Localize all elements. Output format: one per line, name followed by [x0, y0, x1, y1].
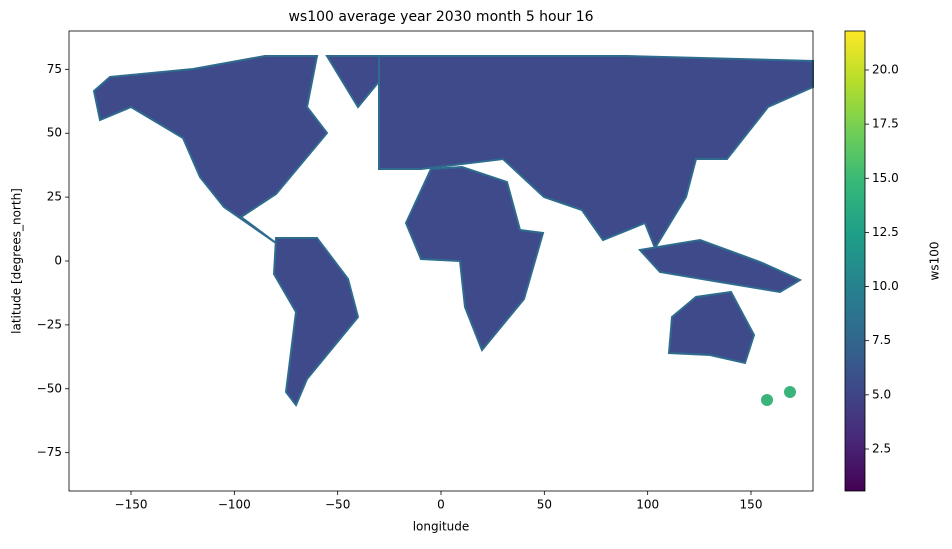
island	[784, 386, 796, 398]
south-america	[272, 237, 360, 407]
x-tick-label: 50	[537, 498, 552, 512]
x-tick-label: 0	[437, 498, 445, 512]
y-tick-label: 0	[54, 254, 62, 268]
y-tick-label: −50	[37, 381, 62, 395]
x-tick-label: −50	[325, 498, 350, 512]
x-tick-label: 150	[740, 498, 763, 512]
y-tick-label: −25	[37, 317, 62, 331]
x-tick-label: −100	[218, 498, 251, 512]
map	[92, 55, 814, 407]
colorbar-tick-label: 12.5	[872, 225, 899, 239]
indonesia	[638, 238, 803, 294]
colorbar-tick-label: 2.5	[872, 441, 891, 455]
colorbar-label: ws100	[928, 242, 942, 281]
y-tick-label: 25	[47, 190, 62, 204]
colorbar	[844, 30, 866, 492]
chart-title: ws100 average year 2030 month 5 hour 16	[288, 9, 593, 25]
australia	[667, 290, 756, 365]
north-america	[92, 55, 329, 244]
x-tick-label: 100	[636, 498, 659, 512]
africa	[404, 165, 545, 352]
colorbar-tick-label: 10.0	[872, 279, 899, 293]
colorbar-tick-label: 17.5	[872, 117, 899, 131]
x-axis-label: longitude	[413, 520, 470, 534]
x-tick-label: −150	[115, 498, 148, 512]
colorbar-tick-label: 20.0	[872, 62, 899, 76]
y-tick-label: 50	[47, 126, 62, 140]
y-tick-label: 75	[47, 62, 62, 76]
island	[761, 394, 773, 406]
y-axis-label: latitude [degrees_north]	[10, 188, 24, 334]
colorbar-tick-label: 5.0	[872, 387, 891, 401]
y-tick-label: −75	[37, 445, 62, 459]
colorbar-tick-label: 7.5	[872, 333, 891, 347]
colorbar-tick-label: 15.0	[872, 171, 899, 185]
